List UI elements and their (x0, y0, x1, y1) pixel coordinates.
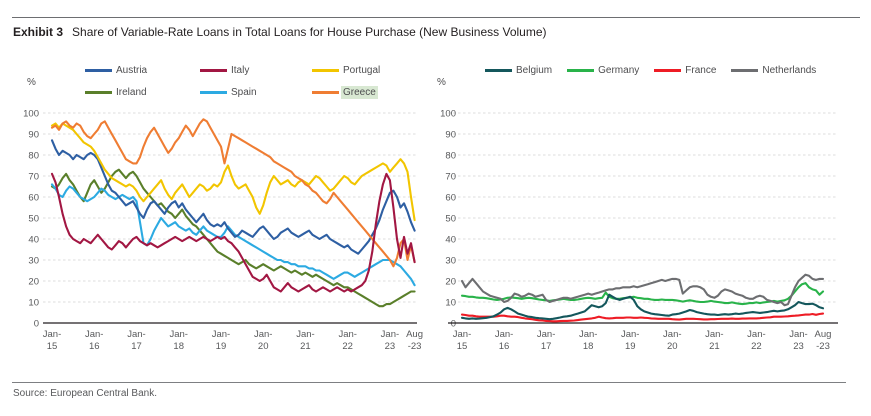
x-tick-label-21: Jan-21 (705, 329, 723, 352)
x-tick-label-15: Jan-15 (453, 329, 471, 352)
series-france-line (460, 312, 825, 323)
legend-swatch-portugal (312, 68, 339, 72)
legend-item-france: France (654, 64, 718, 77)
legend-swatch-belgium (485, 69, 512, 72)
y-tick-label-90: 90 (28, 130, 39, 141)
legend-label-netherlands: Netherlands (762, 65, 817, 76)
x-tick-label-17: Jan-17 (537, 329, 555, 352)
legend-label-spain: Spain (231, 86, 257, 98)
y-tick-label-50: 50 (28, 214, 39, 225)
y-tick-label-80: 80 (445, 151, 456, 162)
legend-item-belgium: Belgium (485, 64, 554, 77)
legend-swatch-germany (567, 69, 595, 72)
series-greece-line (50, 118, 416, 268)
legend-item-spain: Spain (200, 81, 312, 103)
right-chart: 0 10 20 30 40 50 60 70 80 90 100 Jan-15 Jan-16 Jan-17… (440, 109, 838, 352)
legend-swatch-ireland (85, 90, 112, 94)
legend-label-greece: Greece (341, 85, 378, 99)
legend-label-france: France (685, 65, 717, 76)
left-axis-unit-label: % (27, 77, 36, 88)
exhibit-label: Exhibit 3 (13, 25, 64, 39)
x-tick-label-18: Jan-18 (169, 329, 187, 352)
legend-item-germany: Germany (567, 64, 641, 77)
legend-swatch-netherlands (731, 69, 759, 72)
x-tick-label-23: Aug -23 (815, 329, 832, 352)
y-tick-label-10: 10 (28, 298, 39, 309)
left-chart: 0 10 20 30 40 50 60 70 80 90 100 Jan-15 Jan-16 Jan-17… (23, 109, 423, 353)
x-tick-label-21: Jan-21 (296, 329, 314, 352)
legend-label-ireland: Ireland (116, 86, 147, 98)
legend-swatch-italy (200, 68, 227, 72)
y-tick-label-70: 70 (28, 172, 39, 183)
y-tick-label-100: 100 (23, 109, 39, 120)
y-tick-label-30: 30 (28, 256, 39, 267)
legend-label-belgium: Belgium (516, 65, 553, 76)
legend-left: Austria Italy Portugal Ireland Spain Greece (85, 59, 452, 103)
y-tick-label-10: 10 (445, 298, 456, 309)
y-tick-label-90: 90 (445, 130, 456, 141)
series-belgium-line (460, 293, 825, 321)
legend-item-netherlands: Netherlands (731, 64, 818, 77)
x-tick-label-15: Jan-15 (43, 329, 61, 352)
y-tick-label-60: 60 (445, 193, 456, 204)
x-tick-label-19: Jan-19 (212, 329, 230, 352)
x-tick-label-20: Jan-20 (663, 329, 681, 352)
legend-item-ireland: Ireland (85, 81, 200, 103)
y-tick-label-0: 0 (451, 319, 456, 330)
x-tick-label-19: Jan-19 (621, 329, 639, 352)
legend-right: Belgium Germany France Netherlands (485, 64, 831, 77)
series-germany-line (460, 282, 825, 306)
y-tick-label-20: 20 (445, 277, 456, 288)
x-tick-label-22: Jan-22 (747, 329, 765, 352)
x-tick-label-17: Jan-17 (127, 329, 145, 352)
x-tick-label-20: Jan-20 (254, 329, 272, 352)
legend-item-greece: Greece (312, 81, 452, 103)
bottom-rule (12, 382, 846, 383)
legend-label-austria: Austria (116, 64, 148, 76)
series-netherlands-line (460, 273, 825, 307)
legend-label-germany: Germany (598, 65, 640, 76)
legend-swatch-greece (312, 90, 339, 94)
x-tick-label-23: Aug -23 (406, 329, 423, 352)
series-portugal-line (50, 122, 416, 222)
series-ireland-line (50, 168, 416, 308)
x-tick-label-18: Jan-18 (579, 329, 597, 352)
y-tick-label-70: 70 (445, 172, 456, 183)
y-tick-label-60: 60 (28, 193, 39, 204)
exhibit-title: Exhibit 3 Share of Variable-Rate Loans in… (13, 25, 547, 39)
legend-item-austria: Austria (85, 59, 200, 81)
top-rule (12, 17, 860, 18)
legend-swatch-france (654, 69, 682, 72)
legend-label-italy: Italy (231, 64, 250, 76)
y-tick-label-0: 0 (34, 319, 39, 330)
x-tick-label-22: Jan-22 (338, 329, 356, 352)
series-spain-line (50, 183, 416, 287)
y-tick-label-30: 30 (445, 256, 456, 267)
legend-swatch-austria (85, 68, 112, 72)
y-tick-label-80: 80 (28, 151, 39, 162)
y-tick-label-40: 40 (445, 235, 456, 246)
x-tick-label-23: Jan-23 (789, 329, 807, 352)
title-text: Share of Variable-Rate Loans in Total Lo… (72, 25, 547, 39)
legend-item-portugal: Portugal (312, 59, 452, 81)
series-italy-line (50, 172, 416, 293)
x-tick-label-23: Jan-23 (381, 329, 399, 352)
legend-label-portugal: Portugal (343, 64, 381, 76)
y-tick-label-40: 40 (28, 235, 39, 246)
legend-swatch-spain (200, 90, 227, 94)
right-axis-unit-label: % (437, 77, 446, 88)
y-tick-label-100: 100 (440, 109, 456, 120)
y-tick-label-50: 50 (445, 214, 456, 225)
source-note: Source: European Central Bank. (13, 388, 157, 399)
y-tick-label-20: 20 (28, 277, 39, 288)
legend-item-italy: Italy (200, 59, 312, 81)
series-austria-line (50, 139, 416, 255)
x-tick-label-16: Jan-16 (85, 329, 103, 352)
x-tick-label-16: Jan-16 (495, 329, 513, 352)
